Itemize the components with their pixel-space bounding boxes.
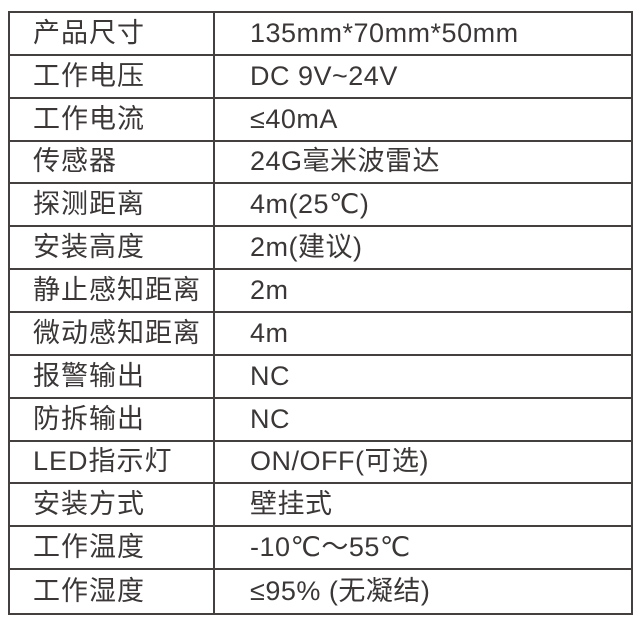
spec-value-cell: 2m [250,275,289,306]
spec-value-cell: ≤95% (无凝结) [250,576,431,607]
spec-table: 产品尺寸 135mm*70mm*50mm 工作电压 DC 9V~24V 工作电流… [8,11,633,615]
spec-label-cell: LED指示灯 [10,441,215,483]
spec-value-cell: 24G毫米波雷达 [250,146,441,177]
table-row: 报警输出 NC [10,355,631,399]
table-row: 防拆输出 NC [10,398,631,442]
spec-label-cell: 报警输出 [10,355,215,397]
table-row: 安装高度 2m(建议) [10,227,631,271]
spec-value-cell: 4m(25℃) [250,189,370,220]
table-row: 工作电压 DC 9V~24V [10,55,631,99]
spec-label-cell: 安装方式 [10,484,215,526]
spec-value-cell: 135mm*70mm*50mm [250,17,519,48]
spec-label-cell: 工作湿度 [10,570,215,613]
spec-value-cell: ≤40mA [250,103,338,134]
table-row: 安装方式 壁挂式 [10,484,631,528]
table-row: 静止感知距离 2m [10,270,631,313]
spec-value-cell: ON/OFF(可选) [250,446,429,477]
table-row: 工作温度 -10℃～55℃ [10,527,631,571]
spec-value-cell: 2m(建议) [250,232,363,263]
spec-label-cell: 工作电流 [10,98,215,140]
spec-value-cell: NC [250,403,290,434]
table-row: 工作湿度 ≤95% (无凝结) [10,570,631,613]
table-row: 产品尺寸 135mm*70mm*50mm [10,13,631,56]
spec-label-cell: 产品尺寸 [10,13,215,54]
spec-value-cell: DC 9V~24V [250,60,398,91]
spec-label-cell: 工作温度 [10,527,215,569]
spec-label-cell: 传感器 [10,141,215,183]
table-row: 工作电流 ≤40mA [10,98,631,142]
spec-label-cell: 探测距离 [10,184,215,226]
spec-label-cell: 防拆输出 [10,398,215,440]
table-row: LED指示灯 ON/OFF(可选) [10,441,631,485]
spec-value-cell: 4m [250,317,289,348]
table-row: 传感器 24G毫米波雷达 [10,141,631,185]
spec-label-cell: 工作电压 [10,55,215,97]
spec-value-cell: 壁挂式 [250,489,333,520]
spec-value-cell: NC [250,360,290,391]
table-row: 微动感知距离 4m [10,313,631,356]
spec-label-cell: 静止感知距离 [10,270,215,311]
spec-label-cell: 安装高度 [10,227,215,269]
table-row: 探测距离 4m(25℃) [10,184,631,228]
spec-label-cell: 微动感知距离 [10,313,215,354]
spec-value-cell: -10℃～55℃ [250,532,411,563]
